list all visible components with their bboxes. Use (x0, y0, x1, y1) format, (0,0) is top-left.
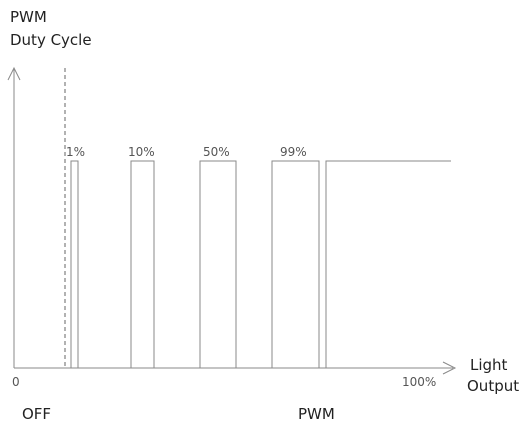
x-axis-arrowhead (442, 361, 457, 375)
region-label-pwm: PWM (298, 405, 335, 423)
pulse-50-percent (199, 160, 237, 368)
pulse-label-10-percent: 10% (128, 145, 155, 159)
pulse-10-percent (130, 160, 155, 368)
x-axis-title-line1: Light (470, 356, 508, 374)
x-tick-start: 0 (12, 375, 20, 389)
y-axis-title-line2: Duty Cycle (10, 31, 92, 49)
x-tick-end: 100% (402, 375, 436, 389)
region-label-off: OFF (22, 405, 51, 423)
pulse-label-1-percent: 1% (66, 145, 85, 159)
pulse-label-99-percent: 99% (280, 145, 307, 159)
x-axis-title-line2: Output (467, 377, 519, 395)
full-output-level (325, 160, 451, 368)
pulse-99-percent (271, 160, 320, 368)
pulse-1-percent (70, 160, 79, 368)
y-axis-arrowhead (7, 66, 21, 81)
pulse-label-50-percent: 50% (203, 145, 230, 159)
y-axis-title-line1: PWM (10, 8, 47, 26)
